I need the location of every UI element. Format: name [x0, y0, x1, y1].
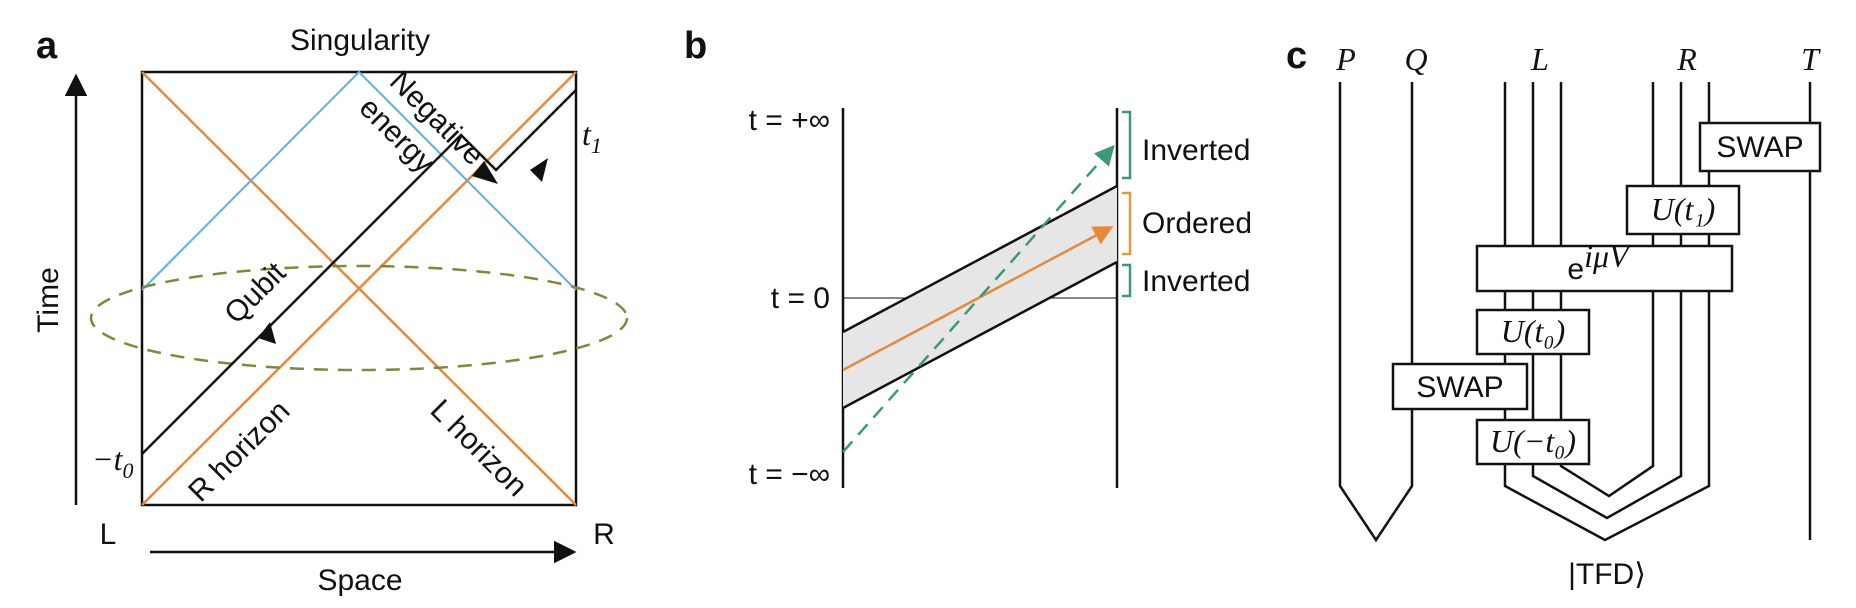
panel-a-label: a — [36, 25, 58, 67]
panel-a: a Singularity Time Space L R Qubit Negat… — [32, 24, 629, 597]
minus-t0-label: −t0 — [92, 441, 133, 483]
wire-label-t: T — [1801, 41, 1821, 77]
wire-label-r: R — [1676, 41, 1697, 77]
coupling-gate — [1475, 244, 1734, 293]
panel-c: c P Q L R T SWAP U(t₁) eiμV U(t₀) SWAP U… — [1286, 35, 1822, 591]
wire-label-q: Q — [1404, 41, 1427, 77]
ordered-label: Ordered — [1142, 207, 1252, 240]
t-minus-infinity-label: t = −∞ — [749, 458, 830, 491]
negative-energy-arrowhead — [472, 161, 498, 184]
qubit-label: Qubit — [218, 256, 293, 331]
t1-label: t1 — [582, 116, 602, 158]
u-t0-gate-label: U(t₀) — [1501, 313, 1565, 349]
inverted-top-label: Inverted — [1142, 134, 1250, 167]
u-t1-gate — [1625, 184, 1741, 236]
inverted-bottom-label: Inverted — [1142, 265, 1250, 298]
ordered-arrow — [842, 226, 1114, 372]
l-horizon-label: L horizon — [424, 393, 534, 503]
band-lower-edge — [842, 260, 1118, 410]
panel-c-label: c — [1286, 35, 1307, 77]
pq-wire-pair — [1338, 82, 1414, 543]
u-t1-gate-label: U(t₁) — [1651, 191, 1715, 227]
r-horizon-label: R horizon — [182, 394, 296, 508]
inverted-bottom-bracket — [1122, 263, 1132, 298]
right-corner-label: R — [593, 518, 615, 551]
t-zero-label: t = 0 — [771, 282, 830, 315]
t-plus-infinity-label: t = +∞ — [749, 104, 830, 137]
space-axis-label: Space — [317, 564, 402, 597]
r-horizon-line — [141, 71, 577, 506]
qubit-arrowhead — [258, 322, 276, 344]
swap-gate-bottom — [1391, 362, 1529, 411]
qubit-trajectory — [141, 89, 577, 455]
u-minus-t0-gate — [1475, 418, 1591, 466]
swap-gate-top-label: SWAP — [1716, 131, 1803, 164]
ordered-bracket — [1122, 191, 1132, 256]
tfd-state-label: |TFD⟩ — [1568, 558, 1646, 591]
inverted-top-bracket — [1122, 110, 1132, 180]
u-minus-t0-gate-label: U(−t₀) — [1490, 423, 1576, 459]
panel-b-label: b — [684, 25, 707, 67]
swap-gate-bottom-label: SWAP — [1416, 371, 1503, 404]
band-upper-edge — [842, 184, 1118, 334]
u-t0-gate — [1475, 308, 1591, 356]
wire-label-p: P — [1335, 41, 1356, 77]
singularity-label: Singularity — [290, 24, 430, 57]
left-corner-label: L — [100, 518, 117, 551]
exit-arrowhead — [530, 158, 548, 182]
time-axis-label: Time — [32, 267, 65, 333]
panel-b: b t = +∞ t = 0 t = −∞ Inverted Ordered I… — [684, 25, 1252, 491]
time-slice-ellipse — [89, 264, 629, 372]
light-ray-lines — [141, 70, 577, 291]
coupling-gate-label: eiμV — [1567, 238, 1632, 286]
wire-label-l: L — [1530, 41, 1549, 77]
swap-gate-top — [1698, 121, 1822, 173]
